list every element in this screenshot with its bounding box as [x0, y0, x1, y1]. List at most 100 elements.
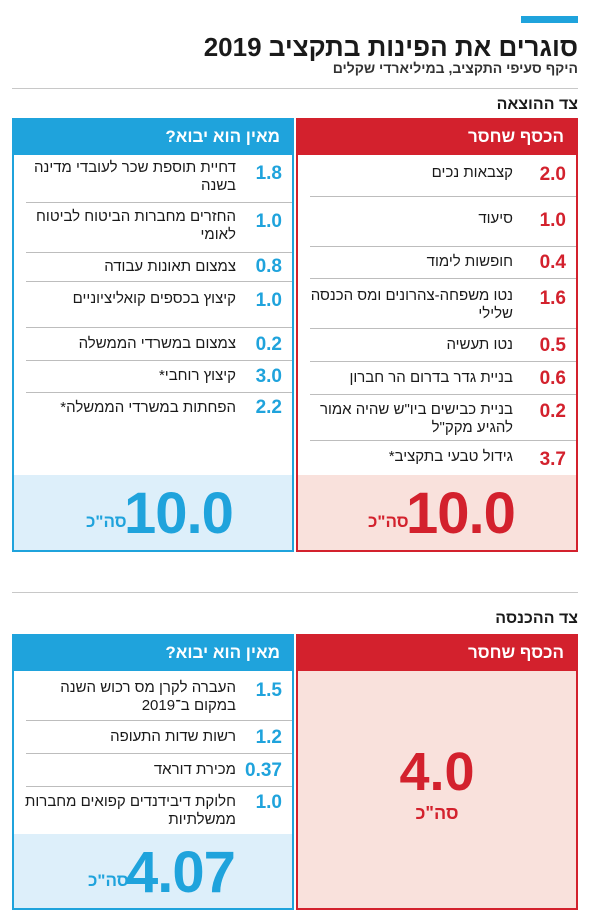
- list-item: 1.2 רשות שדות התעופה: [14, 721, 292, 754]
- income-source-column: מאין הוא יבוא? 1.5 העברה לקרן מס רכוש הש…: [12, 634, 294, 910]
- item-label: חלוקת דיבידנדים קפואים מחברות ממשלתיות: [25, 793, 236, 828]
- divider: [26, 392, 292, 393]
- income-source-list: 1.5 העברה לקרן מס רכוש השנה במקום ב־2019…: [12, 671, 294, 834]
- list-item: 0.4 חופשות לימוד: [298, 247, 576, 279]
- divider: [12, 88, 578, 89]
- item-label: נטו תעשיה: [446, 336, 513, 353]
- item-label: צמצום במשרדי הממשלה: [78, 335, 236, 352]
- expense-missing-total: 10.0 סה"כ: [296, 475, 578, 552]
- divider: [26, 327, 292, 328]
- item-value: 1.6: [539, 288, 566, 309]
- list-item: 2.2 הפחתות במשרדי הממשלה*: [14, 393, 292, 475]
- divider: [26, 786, 292, 787]
- total-value: 4.0: [399, 742, 475, 802]
- list-item: 1.0 סיעוד: [298, 197, 576, 247]
- expense-source-header: מאין הוא יבוא?: [12, 118, 294, 155]
- item-value: 1.0: [255, 290, 282, 311]
- item-value: 1.8: [255, 163, 282, 184]
- item-value: 0.37: [245, 760, 282, 781]
- divider: [310, 361, 576, 362]
- income-missing-column: הכסף שחסר 4.0 סה"כ: [296, 634, 578, 910]
- list-item: 0.2 בניית כבישים ביו"ש שהיה אמור להגיע מ…: [298, 395, 576, 441]
- divider: [26, 202, 292, 203]
- list-item: 0.2 צמצום במשרדי הממשלה: [14, 328, 292, 361]
- item-label: בניית כבישים ביו"ש שהיה אמור להגיע מקק"ל: [319, 401, 513, 436]
- item-label: צמצום תאונות עבודה: [104, 258, 236, 275]
- item-value: 1.0: [539, 210, 566, 231]
- list-item: 1.5 העברה לקרן מס רכוש השנה במקום ב־2019: [14, 671, 292, 721]
- item-label: דחיית תוספת שכר לעובדי מדינה בשנה: [33, 159, 236, 194]
- item-value: 0.4: [539, 252, 566, 273]
- item-label: חופשות לימוד: [426, 253, 513, 270]
- income-section-label: צד ההכנסה: [495, 610, 578, 627]
- income-source-total: 4.07 סה"כ: [12, 834, 294, 910]
- list-item: 1.0 חלוקת דיבידנדים קפואים מחברות ממשלתי…: [14, 787, 292, 834]
- list-item: 2.0 קצבאות נכים: [298, 155, 576, 197]
- divider: [26, 252, 292, 253]
- item-value: 1.0: [255, 792, 282, 813]
- expense-source-total: 10.0 סה"כ: [12, 475, 294, 552]
- item-value: 1.2: [255, 727, 282, 748]
- item-value: 1.5: [255, 680, 282, 701]
- total-value: 10.0: [406, 481, 516, 546]
- item-label: קיצוץ בכספים קואליציוניים: [72, 290, 236, 307]
- item-label: נטו משפחה-צהרונים ומס הכנסה שלילי: [310, 287, 513, 322]
- divider: [310, 278, 576, 279]
- item-value: 3.7: [539, 449, 566, 470]
- divider: [26, 360, 292, 361]
- divider: [26, 753, 292, 754]
- item-label: העברה לקרן מס רכוש השנה במקום ב־2019: [60, 679, 236, 714]
- list-item: 0.37 מכירת דוראד: [14, 754, 292, 787]
- chart-subtitle: היקף סעיפי התקציב, במיליארדי שקלים: [332, 60, 578, 76]
- divider: [310, 328, 576, 329]
- list-item: 3.7 גידול טבעי בתקציב*: [298, 441, 576, 475]
- item-label: רשות שדות התעופה: [110, 728, 236, 745]
- item-value: 2.2: [255, 397, 282, 418]
- item-label: הפחתות במשרדי הממשלה*: [60, 399, 236, 416]
- income-source-header: מאין הוא יבוא?: [12, 634, 294, 671]
- item-value: 2.0: [539, 164, 566, 185]
- item-value: 0.2: [255, 334, 282, 355]
- income-missing-total: 4.0 סה"כ: [296, 671, 578, 910]
- divider: [12, 592, 578, 593]
- item-value: 3.0: [255, 366, 282, 387]
- expense-missing-column: הכסף שחסר 2.0 קצבאות נכים 1.0 סיעוד 0.4 …: [296, 118, 578, 552]
- list-item: 1.0 החזרים מחברות הביטוח לביטוח לאומי: [14, 203, 292, 253]
- chart-title: סוגרים את הפינות בתקציב 2019: [203, 32, 578, 62]
- accent-bar: [521, 16, 578, 23]
- list-item: 1.6 נטו משפחה-צהרונים ומס הכנסה שלילי: [298, 279, 576, 329]
- item-value: 0.2: [539, 401, 566, 422]
- item-label: גידול טבעי בתקציב*: [388, 448, 513, 465]
- total-unit: סה"כ: [86, 512, 127, 531]
- total-value: 4.07: [126, 840, 236, 905]
- divider: [310, 440, 576, 441]
- list-item: 3.0 קיצוץ רוחבי*: [14, 361, 292, 393]
- divider: [310, 196, 576, 197]
- item-label: בניית גדר בדרום הר חברון: [349, 369, 513, 386]
- total-unit: סה"כ: [415, 803, 459, 823]
- list-item: 0.6 בניית גדר בדרום הר חברון: [298, 362, 576, 395]
- divider: [26, 281, 292, 282]
- item-label: סיעוד: [478, 210, 513, 227]
- item-value: 0.8: [255, 256, 282, 277]
- list-item: 1.0 קיצוץ בכספים קואליציוניים: [14, 282, 292, 328]
- divider: [310, 394, 576, 395]
- expense-missing-header: הכסף שחסר: [296, 118, 578, 155]
- income-missing-header: הכסף שחסר: [296, 634, 578, 671]
- list-item: 1.8 דחיית תוספת שכר לעובדי מדינה בשנה: [14, 155, 292, 203]
- expense-source-column: מאין הוא יבוא? 1.8 דחיית תוספת שכר לעובד…: [12, 118, 294, 552]
- list-item: 0.5 נטו תעשיה: [298, 329, 576, 362]
- total-value: 10.0: [124, 481, 234, 546]
- item-label: קצבאות נכים: [431, 164, 513, 181]
- divider: [310, 246, 576, 247]
- item-value: 1.0: [255, 211, 282, 232]
- expense-section-label: צד ההוצאה: [496, 96, 578, 113]
- item-value: 0.6: [539, 368, 566, 389]
- list-item: 0.8 צמצום תאונות עבודה: [14, 253, 292, 282]
- total-unit: סה"כ: [88, 871, 129, 890]
- expense-source-list: 1.8 דחיית תוספת שכר לעובדי מדינה בשנה 1.…: [12, 155, 294, 475]
- expense-missing-list: 2.0 קצבאות נכים 1.0 סיעוד 0.4 חופשות לימ…: [296, 155, 578, 475]
- item-label: קיצוץ רוחבי*: [158, 367, 236, 384]
- total-unit: סה"כ: [368, 512, 409, 531]
- item-value: 0.5: [539, 335, 566, 356]
